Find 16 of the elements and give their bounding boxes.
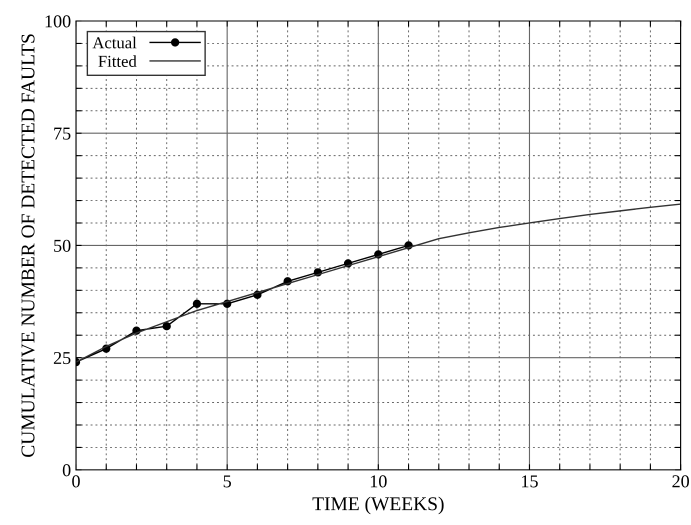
- legend-label: Fitted: [98, 55, 137, 67]
- point: [162, 322, 171, 330]
- x-tick-label: 0: [72, 475, 80, 488]
- y-tick-label: 75: [54, 128, 70, 140]
- y-tick-label: 0: [62, 464, 70, 476]
- legend-label: Actual: [92, 36, 136, 48]
- y-tick-label: 25: [54, 352, 70, 364]
- x-tick-label: 20: [672, 475, 689, 488]
- x-axis-title: TIME (WEEKS): [312, 496, 444, 514]
- x-tick-label: 15: [522, 475, 538, 488]
- y-axis-title: CUMULATIVE NUMBER OF DETECTED FAULTS: [21, 34, 35, 457]
- y-tick-label: 50: [54, 240, 70, 252]
- x-tick-label: 10: [370, 475, 387, 488]
- point: [192, 300, 202, 308]
- x-tick-label: 5: [224, 475, 231, 488]
- y-tick-label: 100: [46, 15, 70, 28]
